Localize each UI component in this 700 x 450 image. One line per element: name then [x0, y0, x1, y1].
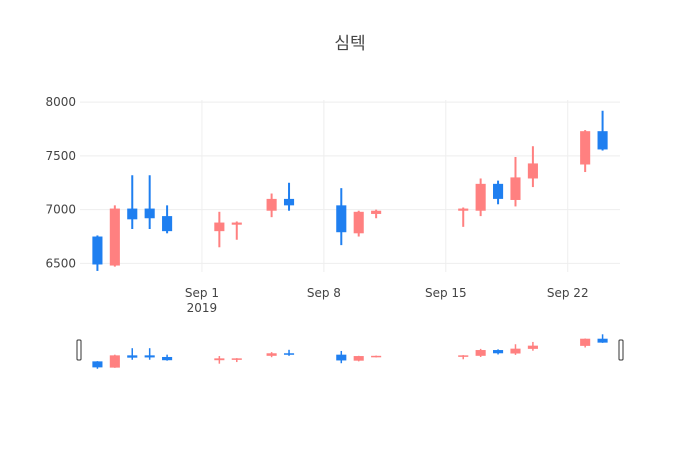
candle [371, 209, 382, 219]
candle [475, 178, 486, 217]
chart-title: 심텍 [334, 34, 365, 54]
slider-candle [162, 354, 173, 361]
slider-candle-body [266, 353, 277, 356]
candle [336, 188, 347, 246]
slider-candle-body [162, 356, 173, 361]
candle-body [510, 177, 521, 200]
x-tick-label: Sep 8 [307, 286, 341, 300]
y-tick-label: 7000 [45, 203, 76, 217]
slider-candle-body [493, 350, 504, 354]
y-tick-label: 6500 [45, 256, 76, 270]
candle-body [597, 131, 608, 150]
slider-candle [458, 355, 469, 360]
slider-candle-body [109, 355, 120, 368]
candle [510, 156, 521, 207]
slider-candle [283, 349, 295, 356]
candle [214, 211, 225, 248]
slider-candle-body [283, 353, 295, 355]
candle-body [109, 208, 120, 266]
slider-candle [371, 355, 382, 358]
candle [127, 175, 138, 229]
candle-body [92, 236, 103, 265]
candle-body [144, 208, 155, 219]
slider-candle [510, 344, 521, 355]
candle [92, 235, 103, 271]
x-tick-year-label: 2019 [187, 301, 218, 315]
candle-body [162, 216, 173, 232]
slider-candle [353, 355, 364, 362]
grid-layer [80, 100, 620, 272]
slider-candle [580, 338, 591, 348]
candle-body [231, 222, 242, 225]
range-slider[interactable] [76, 334, 624, 369]
slider-candle-body [353, 356, 364, 361]
candle-body [580, 131, 591, 165]
slider-candle-body [127, 355, 138, 358]
slider-candle-body [336, 354, 347, 361]
candle [283, 182, 295, 211]
x-tick-label: Sep 22 [547, 286, 589, 300]
candle-body [475, 183, 486, 211]
slider-candle [336, 350, 347, 364]
candle-body [266, 198, 277, 211]
slider-candle [527, 341, 538, 351]
y-tick-label: 7500 [45, 149, 76, 163]
candle-body [214, 222, 225, 232]
slider-candle-body [580, 338, 591, 346]
candle [109, 205, 120, 267]
candle-body [493, 183, 504, 199]
candle [580, 130, 591, 173]
slider-candle [127, 348, 138, 360]
slider-candle [231, 358, 242, 363]
candle-body [353, 211, 364, 234]
candle-body [527, 163, 538, 179]
candle-body [458, 208, 469, 211]
slider-candle-body [510, 348, 521, 354]
slider-candle [144, 348, 155, 360]
candle-body [336, 205, 347, 233]
slider-candle-body [527, 345, 538, 349]
candles-layer [92, 110, 608, 271]
candle [266, 193, 277, 218]
candle [458, 207, 469, 227]
slider-candle-body [92, 361, 103, 368]
slider-candle-body [458, 355, 469, 357]
slider-candle [109, 354, 120, 368]
candle-body [127, 208, 138, 220]
slider-candle [92, 361, 103, 369]
candle [493, 180, 504, 205]
slider-candle [597, 334, 608, 343]
slider-candle-body [144, 355, 155, 358]
slider-candle-body [597, 338, 608, 343]
slider-candle-body [231, 358, 242, 360]
slider-candle [266, 352, 277, 358]
y-tick-label: 8000 [45, 95, 76, 109]
slider-candle-body [214, 358, 225, 361]
slider-candle [493, 349, 504, 355]
candle [597, 110, 608, 151]
candle-body [371, 210, 382, 214]
candle-body [283, 198, 295, 206]
x-tick-label: Sep 15 [425, 286, 467, 300]
candle [353, 210, 364, 237]
candle [231, 221, 242, 240]
slider-candle-body [475, 350, 486, 356]
candle [527, 146, 538, 188]
slider-candle [214, 356, 225, 364]
slider-candle-body [371, 355, 382, 358]
slider-candle [475, 348, 486, 357]
x-tick-label: Sep 1 [185, 286, 219, 300]
candle [144, 175, 155, 229]
slider-left-handle[interactable] [76, 339, 82, 361]
slider-right-handle[interactable] [618, 339, 624, 361]
candle [162, 205, 173, 234]
